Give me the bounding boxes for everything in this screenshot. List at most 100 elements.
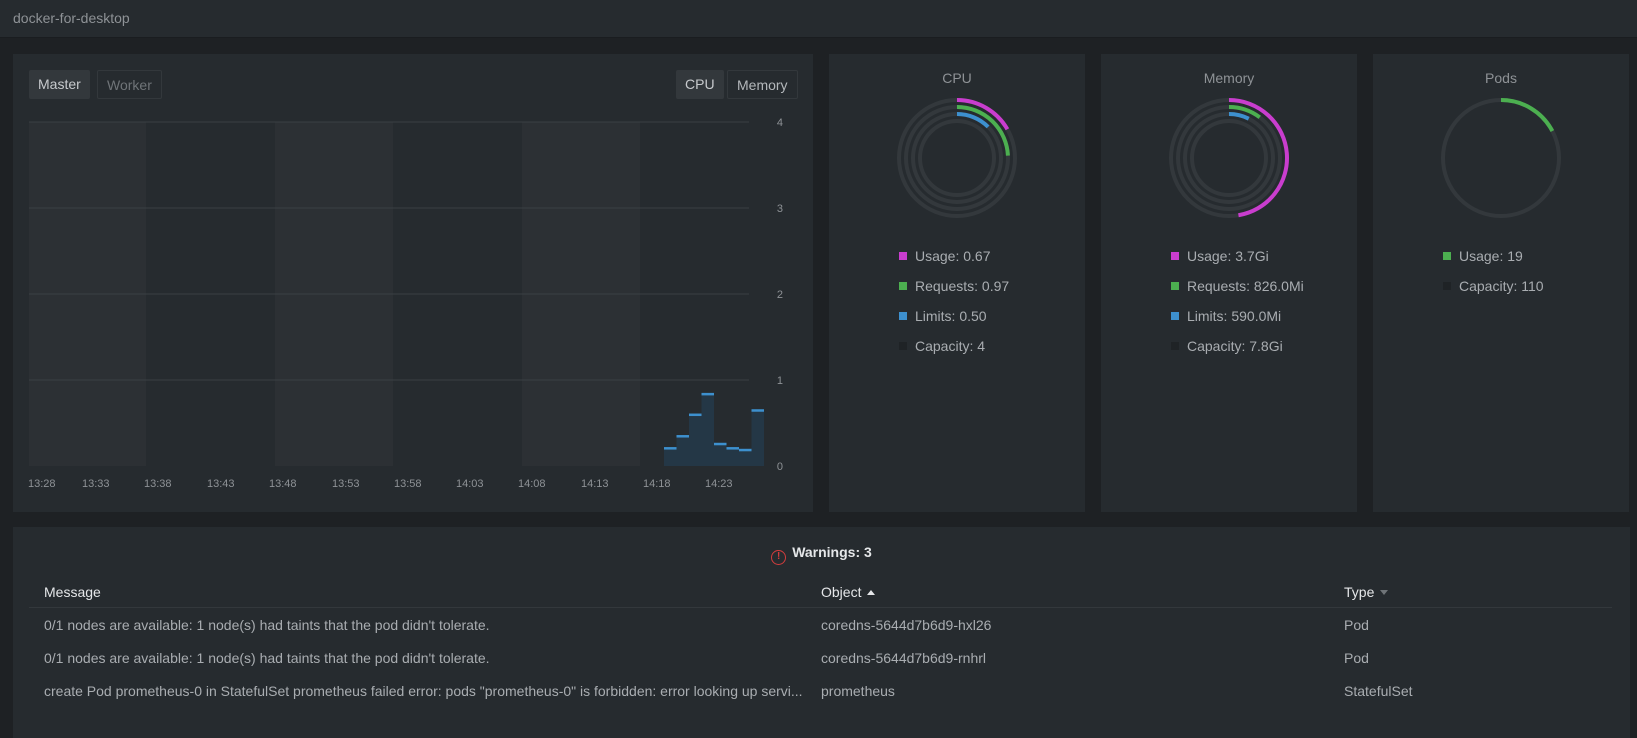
- pods-title: Pods: [1485, 70, 1517, 86]
- cluster-name: docker-for-desktop: [13, 10, 130, 26]
- cpu-bar: [751, 409, 764, 466]
- row-type: Pod: [1344, 650, 1369, 666]
- x-tick-label: 13:58: [394, 478, 422, 490]
- legend-usage: Usage: 19: [1443, 248, 1544, 278]
- tab-master[interactable]: Master: [29, 70, 90, 99]
- column-header-type[interactable]: Type: [1344, 584, 1594, 600]
- cpu-legend: Usage: 0.67 Requests: 0.97 Limits: 0.50 …: [899, 248, 1009, 368]
- memory-usage-panel: Memory Usage: 3.7Gi Requests: 826.0Mi Li…: [1101, 54, 1357, 512]
- limits-arc: [956, 112, 990, 129]
- cpu-bar: [739, 448, 752, 466]
- column-header-message[interactable]: Message: [44, 584, 101, 600]
- legend-swatch: [1171, 252, 1179, 260]
- requests-arc: [956, 105, 1010, 156]
- x-tick-label: 13:53: [332, 478, 360, 490]
- sort-descending-icon: [1380, 590, 1389, 595]
- pods-usage-panel: Pods Usage: 19 Capacity: 110: [1373, 54, 1629, 512]
- legend-usage: Usage: 3.7Gi: [1171, 248, 1304, 278]
- usage-arc: [1500, 98, 1555, 132]
- legend-limits: Limits: 0.50: [899, 308, 1009, 338]
- y-tick-label: 0: [777, 461, 783, 473]
- x-tick-label: 14:23: [705, 478, 733, 490]
- x-tick-label: 14:13: [581, 478, 609, 490]
- cpu-usage-panel: CPU Usage: 0.67 Requests: 0.97 Limits: 0…: [829, 54, 1085, 512]
- legend-capacity: Capacity: 110: [1443, 278, 1544, 308]
- row-type: StatefulSet: [1344, 683, 1413, 699]
- warnings-panel: ! Warnings: 3 Message Object Type 0/1 nod…: [13, 527, 1630, 738]
- top-bar: docker-for-desktop: [0, 0, 1637, 38]
- memory-donut-chart: [1169, 98, 1289, 218]
- y-tick-label: 2: [777, 289, 783, 301]
- warnings-heading: ! Warnings: 3: [13, 544, 1630, 565]
- memory-title: Memory: [1203, 70, 1255, 86]
- x-tick-label: 13:33: [82, 478, 110, 490]
- table-row[interactable]: create Pod prometheus-0 in StatefulSet p…: [29, 674, 1612, 707]
- y-tick-label: 1: [777, 375, 783, 387]
- legend-capacity: Capacity: 4: [899, 338, 1009, 368]
- x-tick-label: 13:43: [207, 478, 235, 490]
- cpu-bar-top: [676, 435, 689, 438]
- table-header: Message Object Type: [29, 575, 1612, 608]
- legend-swatch: [899, 342, 907, 350]
- cpu-bar-top: [701, 392, 714, 396]
- ring-track: [1190, 119, 1268, 197]
- table-row[interactable]: 0/1 nodes are available: 1 node(s) had t…: [29, 641, 1612, 674]
- row-object: prometheus: [821, 683, 895, 699]
- row-message: 0/1 nodes are available: 1 node(s) had t…: [44, 650, 490, 666]
- legend-requests: Requests: 826.0Mi: [1171, 278, 1304, 308]
- cpu-bar: [714, 442, 727, 466]
- cpu-title: CPU: [942, 70, 972, 86]
- row-object: coredns-5644d7b6d9-rnhrl: [821, 650, 986, 666]
- legend-swatch: [1171, 282, 1179, 290]
- limits-arc: [1228, 112, 1250, 121]
- ring-track: [918, 119, 996, 197]
- cpu-bar-top: [664, 447, 677, 450]
- memory-legend: Usage: 3.7Gi Requests: 826.0Mi Limits: 5…: [1171, 248, 1304, 368]
- pods-legend: Usage: 19 Capacity: 110: [1443, 248, 1544, 308]
- y-tick-label: 4: [777, 117, 783, 129]
- row-object: coredns-5644d7b6d9-hxl26: [821, 617, 992, 633]
- cpu-bar-top: [689, 413, 702, 417]
- row-message: 0/1 nodes are available: 1 node(s) had t…: [44, 617, 490, 633]
- x-tick-label: 14:03: [456, 478, 484, 490]
- cpu-bar: [664, 447, 677, 466]
- ring-track: [1183, 112, 1275, 204]
- row-message: create Pod prometheus-0 in StatefulSet p…: [44, 683, 803, 699]
- cpu-history-chart: 0 1 2 3 4 13:28 13:33 13:38 13:43 13:48 13:53 13:58…: [28, 117, 783, 490]
- cpu-bar: [701, 392, 714, 466]
- requests-arc: [1228, 105, 1261, 119]
- x-tick-label: 13:28: [28, 478, 56, 490]
- row-type: Pod: [1344, 617, 1369, 633]
- column-header-object[interactable]: Object: [821, 584, 1321, 600]
- tab-worker[interactable]: Worker: [97, 70, 162, 99]
- cpu-bar-top: [714, 442, 727, 446]
- warnings-table: Message Object Type 0/1 nodes are availa…: [29, 575, 1612, 707]
- legend-requests: Requests: 0.97: [899, 278, 1009, 308]
- y-tick-label: 3: [777, 203, 783, 215]
- cpu-bar-top: [739, 448, 752, 452]
- usage-arc: [1228, 98, 1289, 218]
- cpu-bar: [726, 447, 739, 466]
- legend-capacity: Capacity: 7.8Gi: [1171, 338, 1304, 368]
- legend-swatch: [1443, 282, 1451, 290]
- x-tick-label: 14:08: [518, 478, 546, 490]
- tab-cpu[interactable]: CPU: [676, 70, 724, 99]
- legend-swatch: [899, 312, 907, 320]
- usage-arc: [956, 98, 1010, 131]
- warnings-title: Warnings: 3: [792, 544, 872, 560]
- tab-memory[interactable]: Memory: [727, 70, 798, 99]
- x-tick-label: 13:38: [144, 478, 172, 490]
- table-row[interactable]: 0/1 nodes are available: 1 node(s) had t…: [29, 608, 1612, 641]
- cpu-bar: [676, 435, 689, 466]
- metrics-chart-panel: 0 1 2 3 4 13:28 13:33 13:38 13:43 13:48 13:53 13:58…: [13, 54, 813, 512]
- legend-swatch: [1443, 252, 1451, 260]
- x-tick-label: 13:48: [269, 478, 297, 490]
- warning-icon: !: [771, 550, 787, 565]
- cpu-bar-top: [726, 447, 739, 450]
- legend-swatch: [899, 282, 907, 290]
- cpu-bar: [689, 413, 702, 466]
- cpu-donut-chart: [897, 98, 1017, 218]
- legend-limits: Limits: 590.0Mi: [1171, 308, 1304, 338]
- legend-swatch: [1171, 342, 1179, 350]
- sort-ascending-icon: [867, 590, 876, 595]
